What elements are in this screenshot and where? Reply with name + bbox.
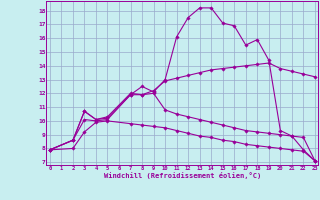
X-axis label: Windchill (Refroidissement éolien,°C): Windchill (Refroidissement éolien,°C) bbox=[104, 172, 261, 179]
